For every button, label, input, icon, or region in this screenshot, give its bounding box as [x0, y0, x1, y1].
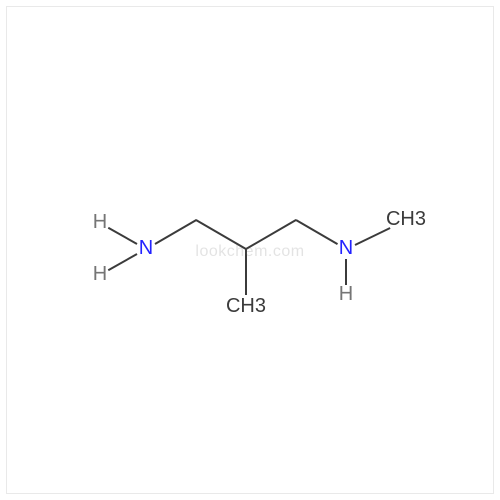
- atom-C3m: CH3: [226, 296, 266, 316]
- watermark: lookchem.com: [195, 243, 304, 261]
- atom-H1a: H: [93, 212, 107, 232]
- atom-H1b: H: [93, 264, 107, 284]
- chemistry-diagram: N H H CH3 N H CH3 lookchem.com: [0, 0, 500, 500]
- atom-N1: N: [139, 238, 153, 258]
- atom-N5: N: [339, 238, 353, 258]
- bond: [345, 259, 347, 285]
- atom-C6: CH3: [386, 209, 426, 229]
- atom-H5: H: [339, 284, 353, 304]
